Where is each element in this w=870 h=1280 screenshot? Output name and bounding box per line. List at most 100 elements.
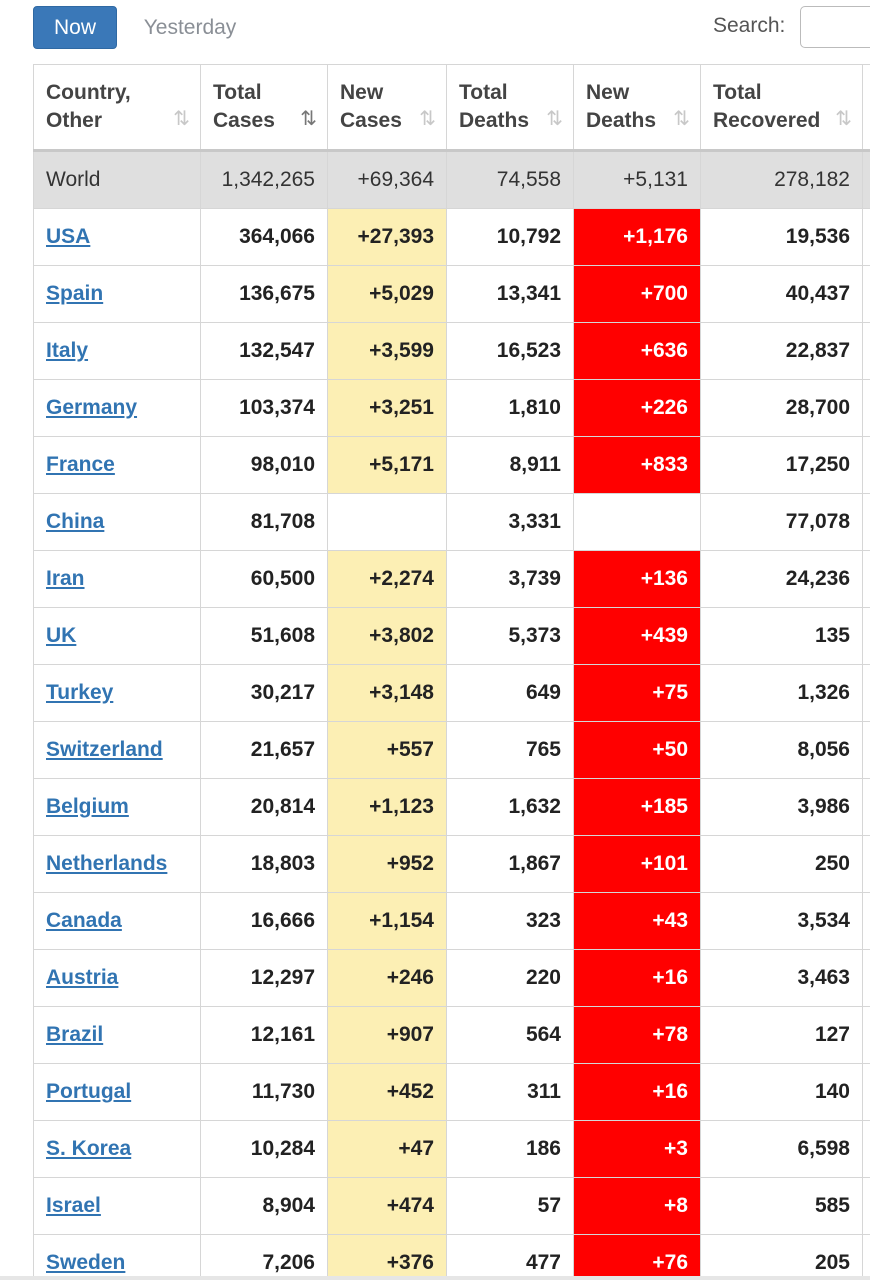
world-total-deaths: 74,558 [446, 150, 574, 209]
search-input[interactable] [800, 6, 870, 48]
country-link[interactable]: Italy [46, 339, 89, 362]
country-cell: USA [33, 208, 201, 266]
new-cases-cell: +952 [327, 835, 447, 893]
country-cell: Sweden [33, 1234, 201, 1280]
total-deaths-cell: 1,867 [446, 835, 574, 893]
table-row: Germany 103,374 +3,251 1,810 +226 28,700 [33, 379, 870, 437]
row-filler [862, 436, 870, 494]
new-deaths-cell: +101 [573, 835, 701, 893]
country-cell: Portugal [33, 1063, 201, 1121]
total-deaths-cell: 16,523 [446, 322, 574, 380]
table-body: World 1,342,265 +69,364 74,558 +5,131 27… [33, 150, 870, 1280]
header-new-deaths-line1: New [586, 81, 630, 104]
country-link[interactable]: France [46, 453, 115, 476]
new-deaths-cell: +43 [573, 892, 701, 950]
country-link[interactable]: Austria [46, 966, 119, 989]
country-link[interactable]: S. Korea [46, 1137, 132, 1160]
header-total-cases-line1: Total [213, 81, 262, 104]
header-total-cases[interactable]: Total Cases ⇅ [200, 64, 328, 152]
table-row: Spain 136,675 +5,029 13,341 +700 40,437 [33, 265, 870, 323]
total-cases-cell: 8,904 [200, 1177, 328, 1235]
country-link[interactable]: Iran [46, 567, 85, 590]
country-cell: Austria [33, 949, 201, 1007]
total-deaths-cell: 5,373 [446, 607, 574, 665]
header-new-cases[interactable]: New Cases ⇅ [327, 64, 447, 152]
row-filler [862, 892, 870, 950]
total-cases-cell: 103,374 [200, 379, 328, 437]
country-link[interactable]: Turkey [46, 681, 114, 704]
country-cell: Switzerland [33, 721, 201, 779]
header-country[interactable]: Country, Other ⇅ [33, 64, 201, 152]
total-recovered-cell: 127 [700, 1006, 863, 1064]
header-filler [862, 64, 870, 152]
cases-table-container: Country, Other ⇅ Total Cases ⇅ New Cases… [33, 64, 870, 1280]
tab-yesterday[interactable]: Yesterday [143, 15, 237, 39]
total-deaths-cell: 186 [446, 1120, 574, 1178]
new-deaths-cell: +75 [573, 664, 701, 722]
world-new-cases: +69,364 [327, 150, 447, 209]
total-recovered-cell: 205 [700, 1234, 863, 1280]
sort-icon[interactable]: ⇅ [673, 108, 690, 130]
table-row: Portugal 11,730 +452 311 +16 140 [33, 1063, 870, 1121]
row-filler [862, 1006, 870, 1064]
country-cell: S. Korea [33, 1120, 201, 1178]
country-cell: Italy [33, 322, 201, 380]
country-link[interactable]: Switzerland [46, 738, 163, 761]
row-filler [862, 1234, 870, 1280]
country-link[interactable]: Brazil [46, 1023, 104, 1046]
sort-icon[interactable]: ⇅ [419, 108, 436, 130]
country-cell: Canada [33, 892, 201, 950]
total-deaths-cell: 13,341 [446, 265, 574, 323]
total-recovered-cell: 22,837 [700, 322, 863, 380]
total-recovered-cell: 135 [700, 607, 863, 665]
header-total-recovered[interactable]: Total Recovered ⇅ [700, 64, 863, 152]
world-total-cases: 1,342,265 [200, 150, 328, 209]
sort-icon[interactable]: ⇅ [546, 108, 563, 130]
total-deaths-cell: 220 [446, 949, 574, 1007]
total-cases-cell: 81,708 [200, 493, 328, 551]
total-recovered-cell: 24,236 [700, 550, 863, 608]
country-link[interactable]: Belgium [46, 795, 129, 818]
country-link[interactable]: Portugal [46, 1080, 132, 1103]
header-total-deaths[interactable]: Total Deaths ⇅ [446, 64, 574, 152]
row-filler [862, 379, 870, 437]
table-row: Canada 16,666 +1,154 323 +43 3,534 [33, 892, 870, 950]
sort-icon[interactable]: ⇅ [173, 108, 190, 130]
country-link[interactable]: Netherlands [46, 852, 168, 875]
search-label: Search: [713, 14, 786, 37]
total-cases-cell: 136,675 [200, 265, 328, 323]
country-link[interactable]: USA [46, 225, 91, 248]
country-link[interactable]: China [46, 510, 105, 533]
sort-desc-icon[interactable]: ⇅ [300, 108, 317, 130]
total-cases-cell: 132,547 [200, 322, 328, 380]
sort-icon[interactable]: ⇅ [835, 108, 852, 130]
row-filler [862, 949, 870, 1007]
total-cases-cell: 364,066 [200, 208, 328, 266]
table-row: Switzerland 21,657 +557 765 +50 8,056 [33, 721, 870, 779]
country-link[interactable]: Germany [46, 396, 138, 419]
country-link[interactable]: Spain [46, 282, 104, 305]
world-filler [862, 150, 870, 209]
top-bar: Now Yesterday Search: [0, 0, 870, 60]
table-row: Israel 8,904 +474 57 +8 585 [33, 1177, 870, 1235]
row-filler [862, 493, 870, 551]
country-link[interactable]: Sweden [46, 1251, 126, 1274]
tab-now[interactable]: Now [33, 6, 117, 49]
row-filler [862, 778, 870, 836]
country-link[interactable]: Canada [46, 909, 122, 932]
total-recovered-cell: 1,326 [700, 664, 863, 722]
header-new-deaths[interactable]: New Deaths ⇅ [573, 64, 701, 152]
country-link[interactable]: Israel [46, 1194, 101, 1217]
row-filler [862, 1120, 870, 1178]
row-filler [862, 550, 870, 608]
table-row: Netherlands 18,803 +952 1,867 +101 250 [33, 835, 870, 893]
total-cases-cell: 98,010 [200, 436, 328, 494]
country-cell: UK [33, 607, 201, 665]
new-cases-cell: +557 [327, 721, 447, 779]
country-link[interactable]: UK [46, 624, 77, 647]
total-cases-cell: 20,814 [200, 778, 328, 836]
new-deaths-cell: +439 [573, 607, 701, 665]
row-filler [862, 1063, 870, 1121]
new-cases-cell: +2,274 [327, 550, 447, 608]
total-deaths-cell: 8,911 [446, 436, 574, 494]
